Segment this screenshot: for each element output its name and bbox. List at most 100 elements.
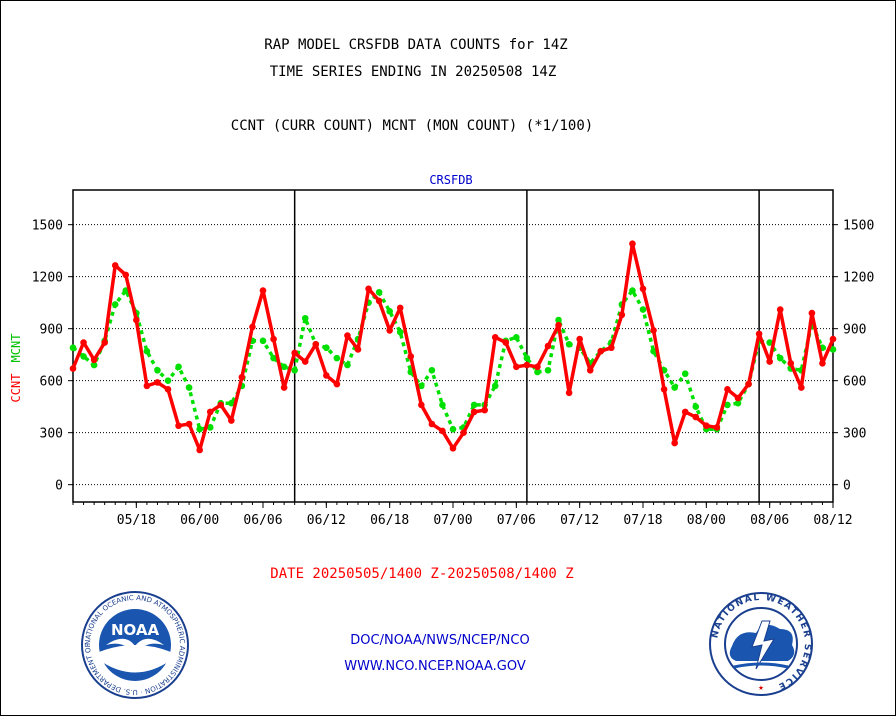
- data-point-mcnt: [291, 366, 298, 374]
- chart-subtitle: CCNT (CURR COUNT) MCNT (MON COUNT) (*1/1…: [230, 118, 594, 134]
- data-point-ccnt: [80, 339, 87, 346]
- data-point-ccnt: [586, 366, 594, 374]
- data-point-ccnt: [692, 413, 700, 421]
- x-tick-label: 07/18: [623, 513, 662, 528]
- data-point-ccnt: [386, 327, 393, 334]
- x-tick-label: 08/06: [750, 513, 789, 528]
- data-point-ccnt: [164, 386, 172, 393]
- x-tick-label: 07/12: [560, 513, 599, 528]
- data-point-ccnt: [576, 335, 583, 343]
- data-point-mcnt: [259, 337, 267, 345]
- data-point-mcnt: [639, 306, 647, 313]
- data-point-mcnt: [428, 366, 436, 374]
- data-point-ccnt: [544, 342, 552, 350]
- org-line2[interactable]: WWW.NCO.NCEP.NOAA.GOV: [344, 659, 526, 674]
- x-tick-label: 07/06: [497, 513, 536, 528]
- axes-layer: 0 0 300 300 600 600 900 900 1200 1200 1500 1500 05/1…: [32, 189, 874, 528]
- data-point-ccnt: [734, 394, 742, 402]
- y-tick-label-right: 900: [843, 323, 866, 338]
- data-point-mcnt: [206, 424, 214, 431]
- data-point-mcnt: [90, 361, 98, 369]
- data-point-ccnt: [418, 401, 425, 409]
- data-point-ccnt: [344, 332, 351, 339]
- data-point-ccnt: [312, 340, 320, 348]
- data-point-ccnt: [365, 285, 372, 293]
- org-line1[interactable]: DOC/NOAA/NWS/NCEP/NCO: [350, 633, 530, 648]
- data-point-ccnt: [597, 347, 605, 355]
- data-point-ccnt: [618, 311, 626, 319]
- series-layer: [69, 240, 837, 454]
- data-point-ccnt: [565, 389, 573, 397]
- data-point-mcnt: [301, 314, 309, 322]
- noaa-logo-text: NOAA: [111, 621, 160, 639]
- data-point-ccnt: [523, 361, 531, 369]
- y-tick-label-left: 0: [55, 479, 63, 494]
- data-point-mcnt: [734, 399, 742, 407]
- data-point-ccnt: [323, 372, 330, 379]
- data-point-ccnt: [608, 344, 615, 352]
- data-point-mcnt: [143, 347, 151, 355]
- data-point-ccnt: [766, 358, 773, 365]
- data-point-ccnt: [291, 349, 298, 357]
- data-point-ccnt: [143, 382, 151, 390]
- data-point-mcnt: [270, 354, 277, 362]
- data-point-ccnt: [639, 285, 647, 293]
- y-axis-label: CCNT MCNT: [9, 334, 23, 403]
- plot-border: [72, 189, 834, 503]
- data-point-mcnt: [375, 288, 383, 296]
- y-tick-label-left: 1200: [32, 271, 63, 286]
- data-point-ccnt: [185, 420, 193, 428]
- data-point-mcnt: [491, 382, 499, 390]
- data-point-mcnt: [534, 368, 541, 376]
- data-point-mcnt: [323, 344, 330, 352]
- y-axis-label-mcnt: MCNT: [9, 334, 23, 363]
- data-point-ccnt: [481, 406, 488, 414]
- data-point-ccnt: [354, 346, 362, 353]
- data-point-ccnt: [470, 408, 478, 416]
- data-point-ccnt: [259, 287, 267, 294]
- data-point-ccnt: [228, 417, 235, 424]
- data-point-mcnt: [724, 401, 731, 409]
- data-point-mcnt: [439, 401, 446, 409]
- data-point-ccnt: [745, 380, 752, 388]
- x-tick-label: 08/12: [813, 513, 852, 528]
- data-point-mcnt: [776, 354, 784, 362]
- data-point-mcnt: [185, 384, 193, 391]
- data-point-mcnt: [629, 287, 636, 294]
- data-point-mcnt: [164, 377, 172, 384]
- data-point-ccnt: [491, 334, 499, 341]
- data-point-ccnt: [249, 323, 256, 331]
- y-tick-label-right: 0: [843, 479, 851, 494]
- data-point-ccnt: [90, 356, 98, 364]
- data-point-mcnt: [650, 347, 657, 355]
- y-tick-label-right: 1200: [843, 271, 874, 286]
- data-point-ccnt: [407, 353, 415, 360]
- data-point-ccnt: [713, 424, 721, 431]
- data-point-mcnt: [513, 334, 520, 341]
- data-point-ccnt: [175, 422, 182, 430]
- data-point-mcnt: [333, 354, 341, 362]
- data-point-mcnt: [829, 346, 837, 353]
- chart-title-line2: TIME SERIES ENDING IN 20250508 14Z: [269, 64, 557, 80]
- data-point-ccnt: [428, 420, 436, 428]
- data-point-mcnt: [565, 340, 573, 348]
- noaa-logo: NOAA NATIONAL OCEANIC AND ATMOSPHERIC AD…: [80, 590, 189, 699]
- chart-title-line1: RAP MODEL CRSFDB DATA COUNTS for 14Z: [264, 37, 568, 53]
- x-tick-label: 05/18: [117, 513, 156, 528]
- data-point-ccnt: [122, 271, 130, 279]
- data-point-ccnt: [111, 262, 119, 269]
- star-icon: ★: [758, 683, 764, 693]
- grid-layer: [73, 190, 833, 502]
- y-tick-label-right: 1500: [843, 219, 874, 234]
- data-point-mcnt: [449, 425, 457, 433]
- y-tick-label-left: 1500: [32, 219, 63, 234]
- data-point-mcnt: [692, 403, 700, 410]
- data-point-ccnt: [629, 240, 636, 248]
- data-point-ccnt: [217, 401, 225, 409]
- data-point-ccnt: [798, 384, 805, 391]
- x-tick-label: 06/12: [307, 513, 346, 528]
- data-point-mcnt: [80, 353, 87, 360]
- data-point-ccnt: [154, 379, 161, 386]
- data-point-mcnt: [196, 425, 203, 433]
- y-tick-label-left: 600: [40, 375, 63, 390]
